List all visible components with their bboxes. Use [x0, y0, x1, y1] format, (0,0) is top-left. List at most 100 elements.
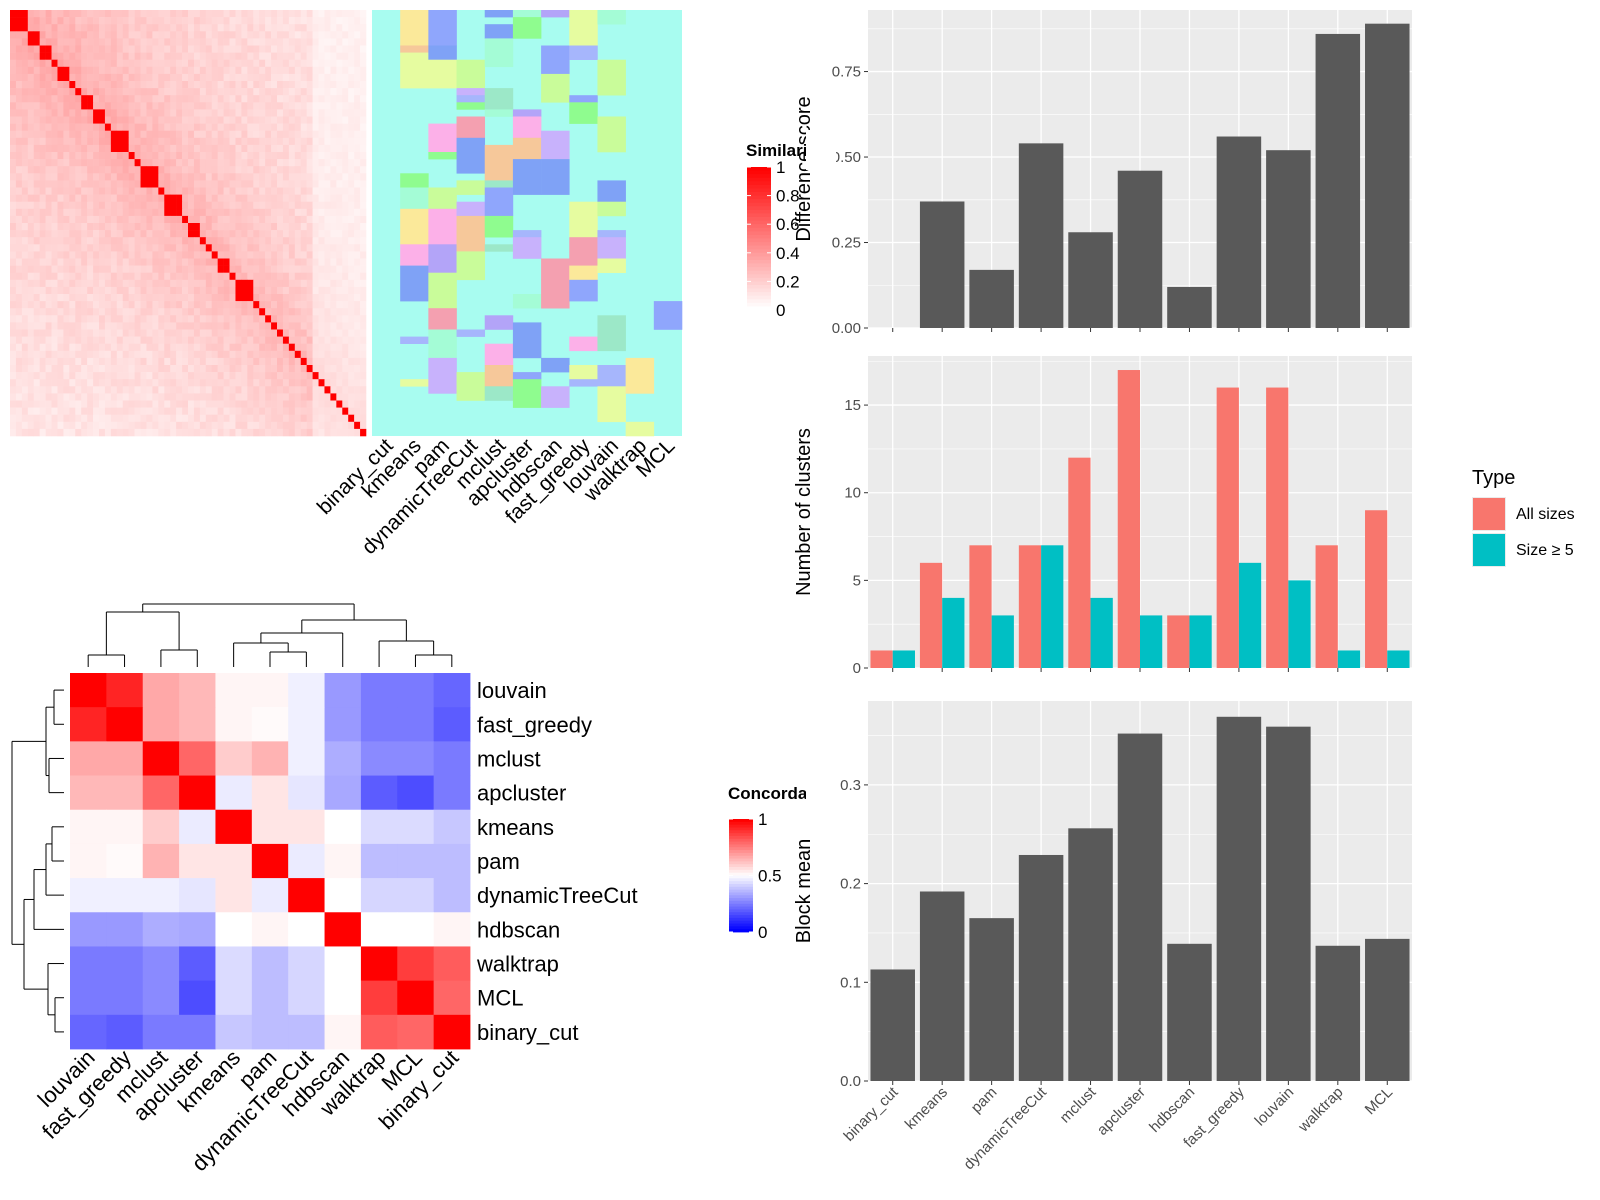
similarity-cell [57, 31, 64, 39]
similarity-cell [229, 286, 236, 295]
similarity-cell [110, 24, 118, 32]
similarity-cell [63, 88, 70, 96]
similarity-cell [271, 116, 278, 124]
similarity-cell [188, 52, 195, 60]
similarity-cell [354, 230, 361, 238]
similarity-cell [99, 116, 106, 124]
similarity-cell [15, 180, 23, 188]
similarity-cell [104, 130, 112, 139]
similarity-cell [235, 159, 242, 167]
similarity-cell [33, 393, 40, 401]
similarity-cell [277, 386, 284, 394]
similarity-cell [140, 237, 147, 245]
similarity-cell [193, 144, 201, 153]
concordance-cell [360, 741, 398, 776]
similarity-cell [140, 95, 147, 103]
similarity-cell [300, 59, 307, 68]
similarity-cell [306, 386, 313, 394]
similarity-cell [140, 152, 147, 160]
similarity-cell [27, 251, 35, 259]
similarity-cell [176, 286, 183, 295]
similarity-cell [164, 173, 171, 181]
similarity-cell [217, 208, 224, 217]
similarity-cell [342, 393, 349, 401]
similarity-cell [69, 95, 76, 103]
similarity-cell [170, 372, 177, 380]
similarity-cell [193, 393, 201, 401]
similarity-cell [51, 215, 58, 224]
similarity-cell [158, 137, 165, 146]
similarity-cell [354, 365, 361, 373]
similarity-cell [93, 258, 100, 266]
similarity-cell [93, 52, 100, 60]
similarity-cell [360, 393, 367, 401]
similarity-cell [104, 237, 112, 245]
similarity-cell [265, 414, 272, 423]
similarity-cell [241, 294, 248, 302]
similarity-cell [39, 258, 46, 266]
similarity-cell [140, 116, 147, 124]
similarity-cell [294, 81, 302, 89]
similarity-cell [354, 400, 361, 408]
similarity-cell [306, 372, 313, 380]
similarity-cell [27, 272, 35, 281]
concordance-row-label: kmeans [477, 815, 554, 840]
similarity-cell [247, 130, 254, 139]
similarity-cell [116, 130, 124, 139]
similarity-cell [312, 123, 319, 131]
similarity-cell [259, 230, 266, 238]
concordance-cell [142, 775, 180, 811]
similarity-cell [116, 357, 124, 366]
bar [919, 201, 965, 328]
similarity-cell [182, 230, 189, 238]
similarity-cell [81, 279, 88, 288]
similarity-cell [193, 73, 201, 82]
similarity-cell [104, 187, 112, 195]
similarity-cell [116, 102, 124, 110]
similarity-cell [116, 343, 124, 352]
similarity-cell [75, 265, 82, 273]
similarity-cell [63, 322, 70, 330]
similarity-cell [63, 17, 70, 25]
similarity-cell [271, 52, 278, 60]
similarity-cell [235, 194, 242, 202]
similarity-cell [27, 201, 35, 210]
similarity-cell [324, 428, 331, 437]
similarity-cell [282, 237, 290, 245]
similarity-cell [324, 88, 331, 96]
similarity-cell [87, 159, 94, 167]
similarity-cell [87, 166, 94, 174]
similarity-cell [116, 336, 124, 344]
similarity-cell [229, 10, 236, 18]
similarity-cell [312, 414, 319, 423]
similarity-cell [253, 59, 260, 68]
similarity-cell [176, 400, 183, 408]
similarity-cell [188, 59, 195, 68]
similarity-cell [211, 322, 218, 330]
similarity-cell [75, 38, 82, 46]
similarity-cell [336, 95, 343, 103]
similarity-cell [152, 407, 159, 415]
membership-cell [484, 215, 514, 238]
similarity-cell [211, 400, 218, 408]
similarity-cell [57, 372, 64, 380]
similarity-cell [10, 45, 17, 53]
similarity-cell [122, 400, 129, 408]
similarity-cell [318, 45, 325, 53]
bar [1068, 232, 1113, 328]
bar [870, 969, 915, 1081]
similarity-cell [188, 102, 195, 110]
similarity-cell [176, 272, 183, 281]
similarity-cell [324, 102, 331, 110]
similarity-cell [259, 244, 266, 252]
similarity-cell [164, 81, 171, 89]
similarity-cell [110, 372, 118, 380]
bar [1018, 143, 1064, 328]
similarity-cell [128, 73, 135, 82]
similarity-cell [99, 73, 106, 82]
similarity-cell [265, 379, 272, 387]
similarity-cell [330, 45, 337, 53]
similarity-cell [253, 81, 260, 89]
similarity-cell [158, 308, 165, 316]
similarity-cell [330, 301, 337, 309]
